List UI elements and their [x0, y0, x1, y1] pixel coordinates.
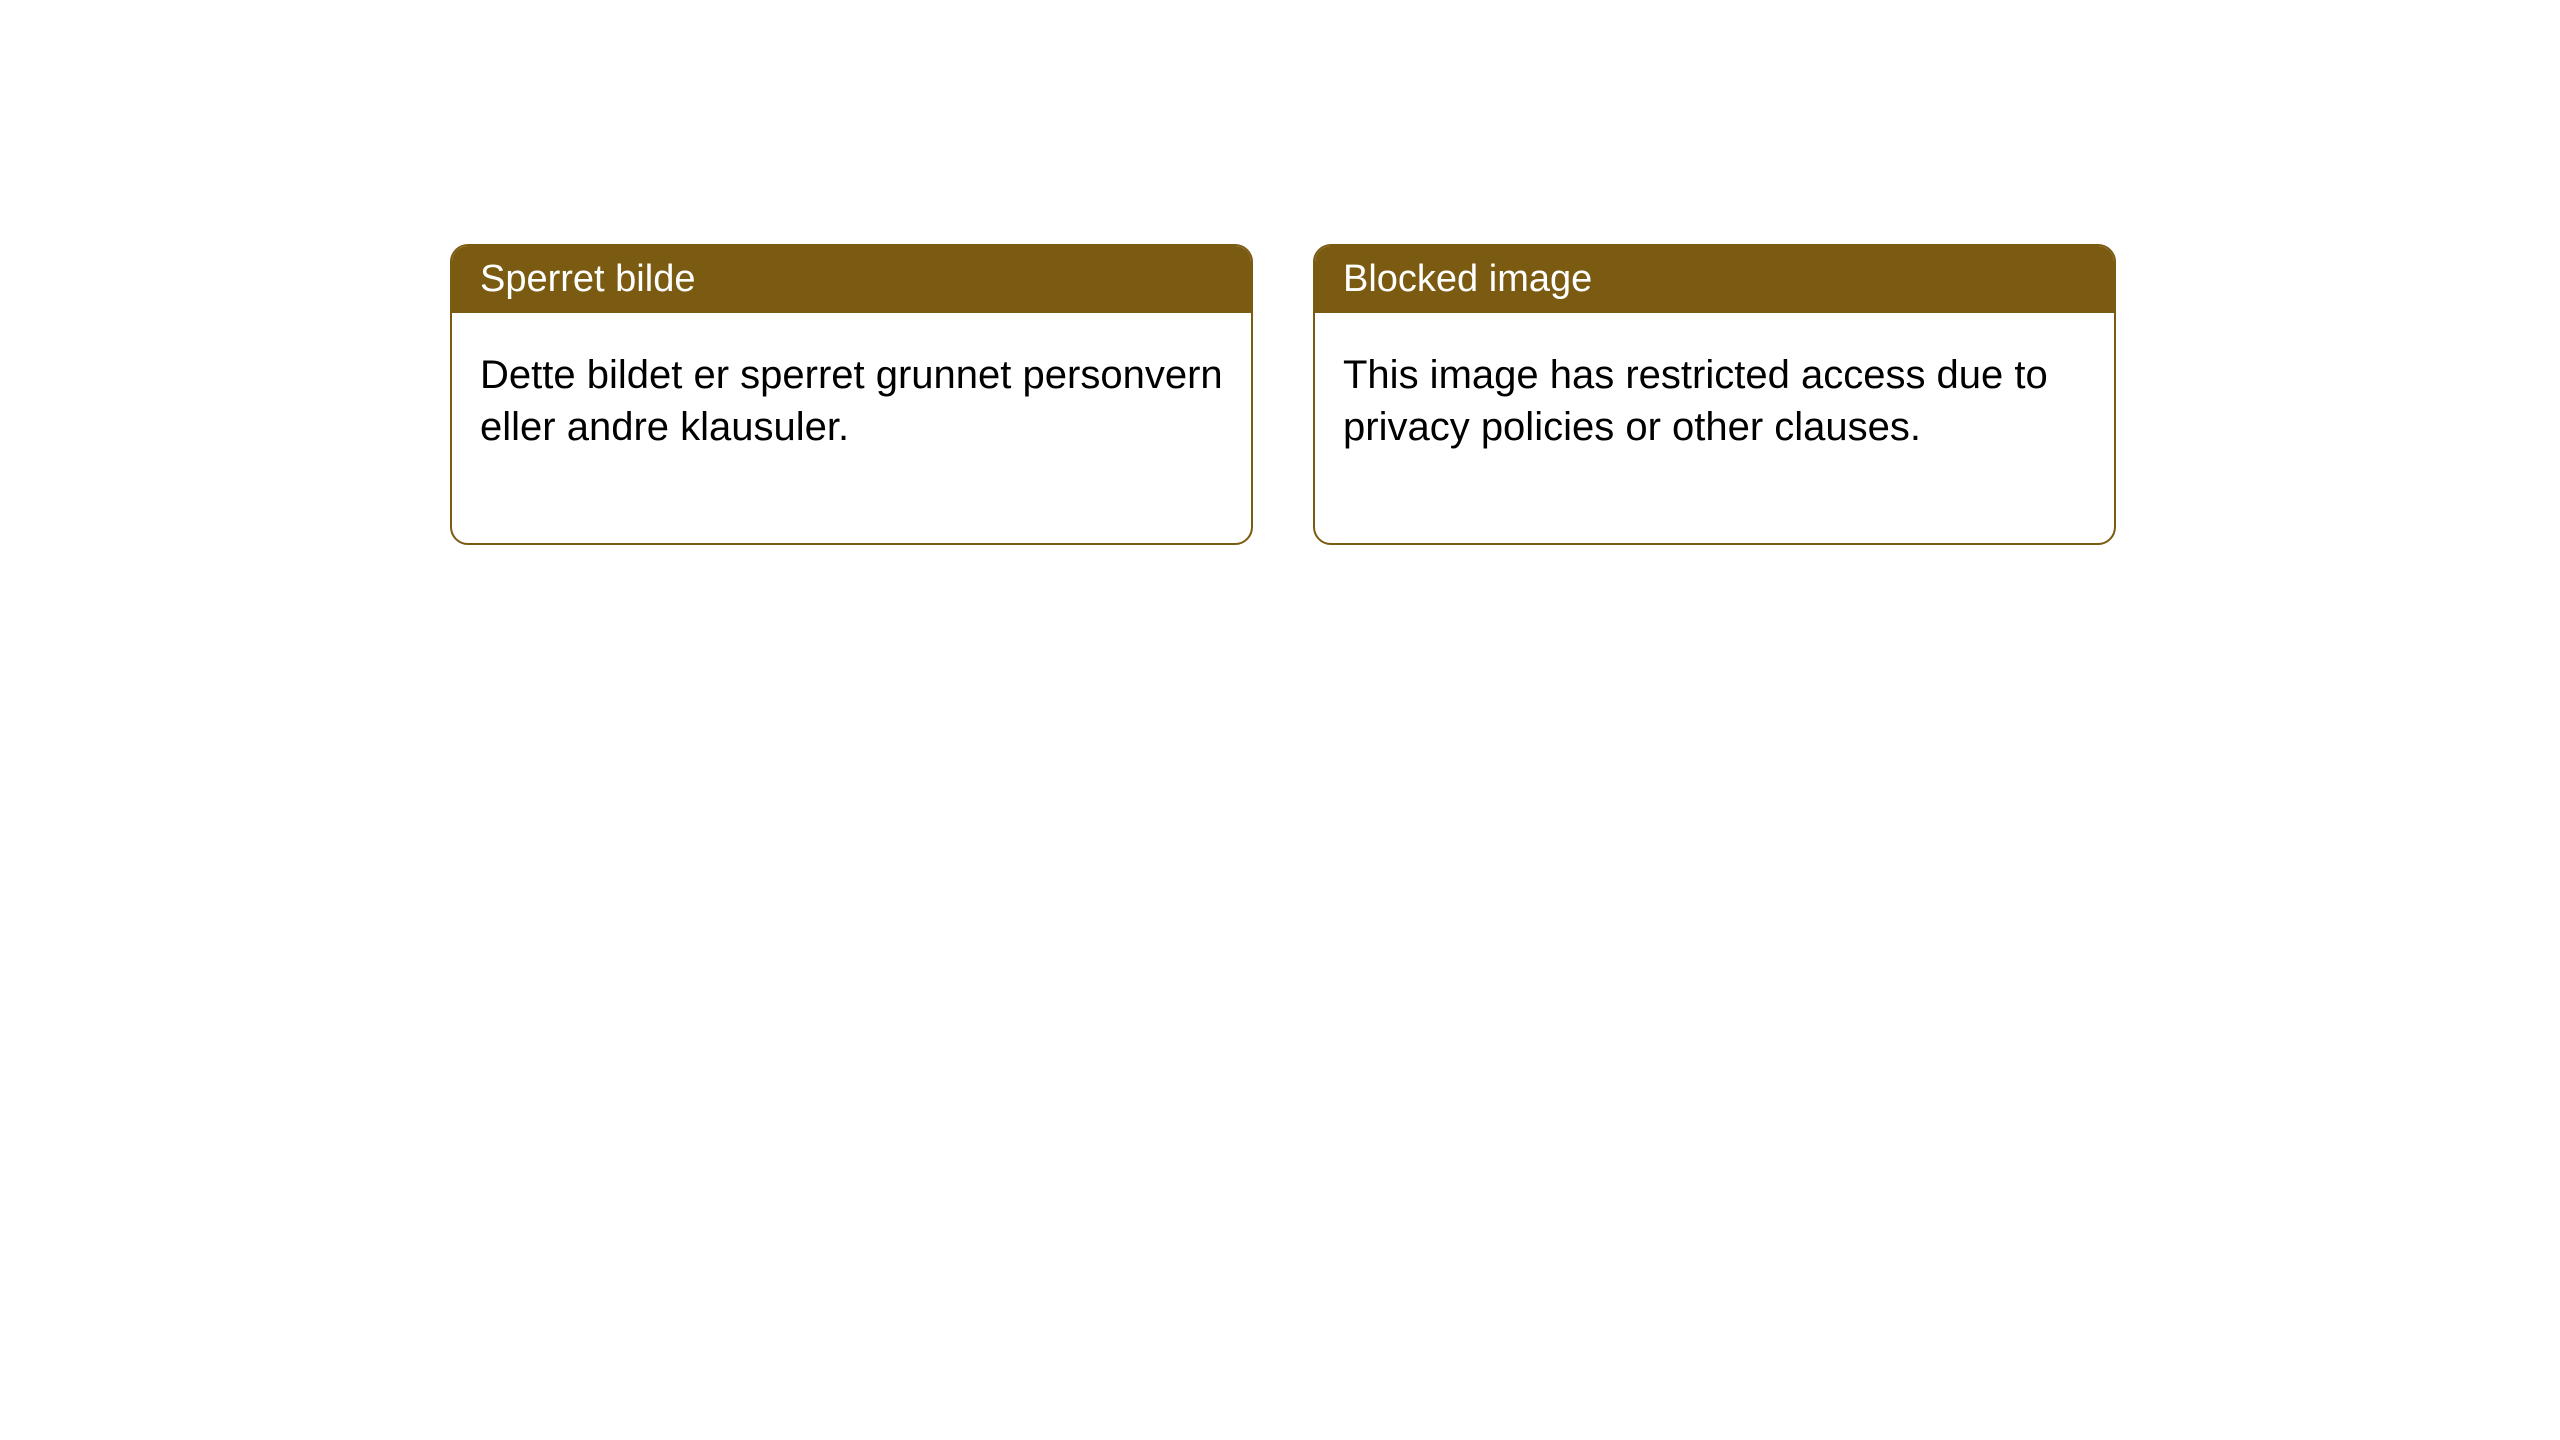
- notice-header-english: Blocked image: [1315, 246, 2114, 313]
- notice-container: Sperret bilde Dette bildet er sperret gr…: [450, 244, 2116, 545]
- notice-body-english: This image has restricted access due to …: [1315, 313, 2114, 543]
- notice-body-norwegian: Dette bildet er sperret grunnet personve…: [452, 313, 1251, 543]
- notice-header-norwegian: Sperret bilde: [452, 246, 1251, 313]
- notice-card-english: Blocked image This image has restricted …: [1313, 244, 2116, 545]
- notice-card-norwegian: Sperret bilde Dette bildet er sperret gr…: [450, 244, 1253, 545]
